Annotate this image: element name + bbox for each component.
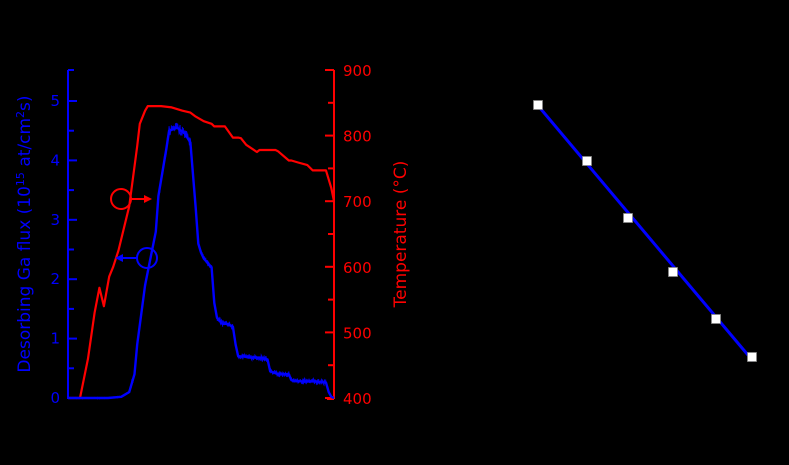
left-y-axis [67, 69, 77, 399]
right-y-tick-label: 700 [343, 193, 372, 211]
square-marker [668, 267, 678, 277]
square-marker [582, 156, 592, 166]
arrow-right-icon [144, 195, 152, 203]
linear-fit-line [538, 107, 755, 362]
left-y-tick-labels: 0 1 2 3 4 5 [50, 92, 60, 407]
left-y-tick-label: 3 [50, 211, 60, 229]
flux-axis-indicator [115, 247, 158, 269]
temperature-line [68, 104, 336, 400]
ga-flux-noise-band [67, 122, 335, 400]
right-y-tick-label: 900 [343, 62, 372, 80]
right-y-tick-label: 400 [343, 390, 372, 408]
left-y-tick-label: 4 [50, 151, 60, 169]
left-y-axis-title: Desorbing Ga flux (1015 at/cm2s) [14, 95, 36, 372]
square-marker [711, 314, 721, 324]
right-y-axis [325, 69, 335, 400]
blue-circle-icon [136, 247, 158, 269]
arrow-left-icon [115, 254, 123, 262]
right-panel-chart [533, 100, 757, 362]
ga-flux-line [68, 126, 335, 400]
data-point-markers [533, 100, 757, 362]
square-marker [747, 352, 757, 362]
right-y-tick-label: 800 [343, 128, 372, 146]
red-circle-icon [110, 188, 132, 210]
left-y-tick-label: 5 [50, 92, 60, 110]
square-marker [623, 213, 633, 223]
left-y-tick-label: 2 [50, 270, 60, 288]
right-y-tick-label: 500 [343, 324, 372, 342]
square-marker [533, 100, 543, 110]
left-panel-chart: 0 1 2 3 4 5 400 500 600 700 800 900 Desorbing Ga f… [14, 62, 412, 408]
left-y-tick-label: 0 [50, 389, 60, 407]
right-y-tick-labels: 400 500 600 700 800 900 [343, 62, 372, 408]
right-y-axis-title: Temperature (°C) [391, 161, 411, 309]
left-y-tick-label: 1 [50, 330, 60, 348]
temperature-axis-indicator [110, 188, 152, 210]
right-y-tick-label: 600 [343, 259, 372, 277]
